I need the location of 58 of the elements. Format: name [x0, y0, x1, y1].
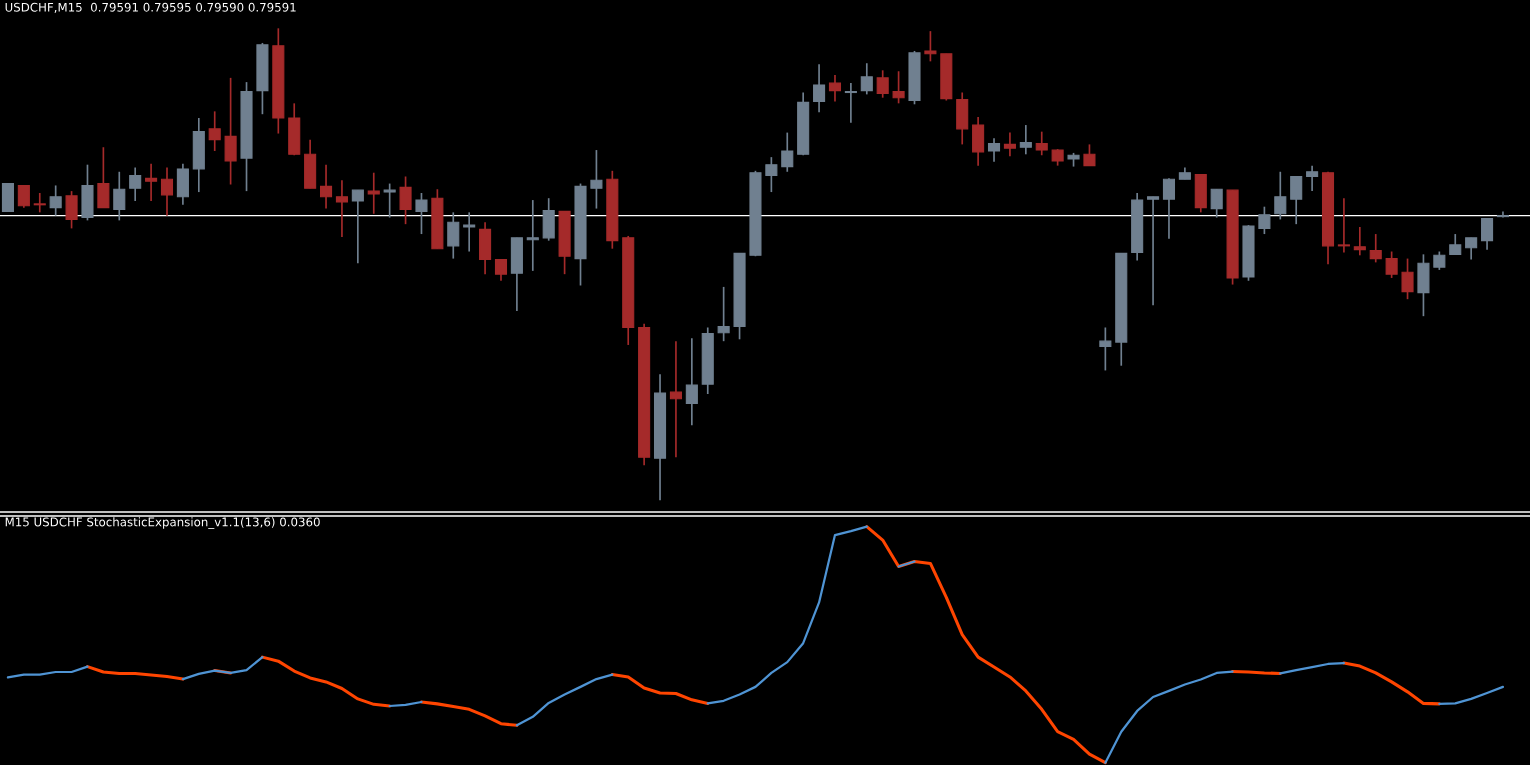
- candlestick: [1290, 175, 1303, 225]
- candlestick: [335, 179, 348, 238]
- candlestick: [1449, 233, 1462, 256]
- candlestick: [1481, 217, 1494, 251]
- candlestick: [813, 63, 826, 114]
- candlestick: [208, 110, 221, 152]
- chart-title: M15 USDCHF StochasticExpansion_v1.1(13,6) 0.0360: [5, 517, 320, 529]
- candlestick: [1465, 236, 1478, 261]
- candlestick: [1274, 170, 1287, 221]
- candlestick: [860, 62, 873, 96]
- candlestick: [717, 286, 730, 343]
- candlestick: [33, 192, 46, 214]
- candlestick: [685, 337, 698, 427]
- candlestick: [129, 166, 142, 202]
- candlestick: [367, 171, 380, 215]
- candlestick: [1401, 257, 1414, 301]
- candlestick: [160, 166, 174, 217]
- candlestick: [1306, 164, 1319, 192]
- candlestick: [1353, 226, 1366, 257]
- candlestick: [1496, 210, 1510, 219]
- candlestick: [526, 199, 539, 272]
- candlestick: [145, 162, 158, 202]
- candlestick: [1099, 326, 1112, 372]
- candlestick: [1258, 205, 1271, 235]
- candlestick: [415, 192, 428, 235]
- candlestick: [1385, 250, 1398, 279]
- candlestick: [383, 182, 396, 219]
- candlestick: [447, 211, 460, 260]
- candlestick: [892, 70, 905, 105]
- candlestick: [113, 170, 126, 222]
- candlestick: [399, 175, 412, 225]
- candlestick: [17, 184, 30, 209]
- candlestick: [1035, 130, 1048, 157]
- candlestick: [765, 156, 778, 193]
- candlestick: [1019, 124, 1032, 156]
- candlestick: [351, 189, 364, 265]
- chart-title: USDCHF,M15 0.79591 0.79595 0.79590 0.79591: [5, 2, 296, 13]
- candlestick: [1369, 233, 1382, 264]
- candlestick: [590, 149, 603, 210]
- candlestick: [669, 340, 682, 459]
- candlestick: [987, 137, 1001, 163]
- candlestick: [463, 211, 476, 253]
- candlestick: [924, 30, 937, 63]
- candlestick: [1162, 177, 1176, 240]
- candlestick: [1003, 131, 1016, 158]
- candlestick: [1433, 250, 1446, 271]
- candlestick: [781, 131, 794, 173]
- candlestick: [494, 258, 508, 282]
- candlestick: [65, 190, 78, 230]
- candlestick: [1147, 195, 1160, 307]
- candlestick: [1210, 188, 1223, 219]
- candlestick: [319, 163, 333, 210]
- candlestick: [49, 184, 62, 217]
- candlestick: [1083, 143, 1096, 167]
- candlestick: [828, 74, 842, 103]
- candlestick: [1337, 197, 1350, 254]
- candlestick: [844, 82, 857, 124]
- candlestick: [876, 69, 889, 99]
